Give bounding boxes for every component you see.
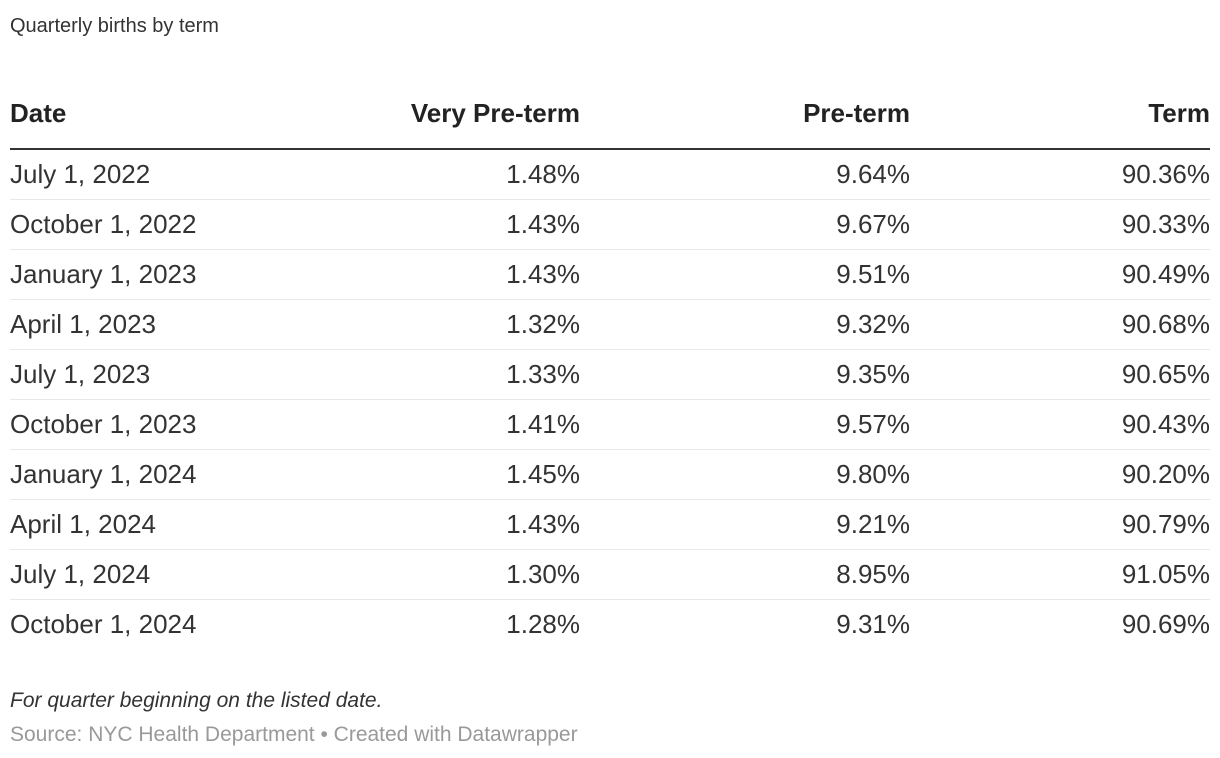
value-cell: 9.64% — [580, 149, 910, 200]
date-cell: April 1, 2023 — [10, 299, 250, 350]
date-cell: July 1, 2023 — [10, 349, 250, 400]
date-cell: July 1, 2024 — [10, 549, 250, 600]
date-cell: July 1, 2022 — [10, 149, 250, 200]
table-row: July 1, 2023 1.33% 9.35% 90.65% — [10, 349, 1210, 400]
table-row: October 1, 2022 1.43% 9.67% 90.33% — [10, 199, 1210, 250]
table-header: Date Very Pre-term Pre-term Term — [10, 98, 1210, 150]
table-header-row: Date Very Pre-term Pre-term Term — [10, 98, 1210, 150]
date-cell: October 1, 2022 — [10, 199, 250, 250]
value-cell: 9.35% — [580, 349, 910, 400]
value-cell: 9.31% — [836, 609, 910, 639]
table-row: July 1, 2022 1.48% 9.64% 90.36% — [10, 149, 1210, 200]
value-cell: 90.33% — [910, 199, 1210, 250]
value-cell: 1.32% — [250, 299, 580, 350]
source-line: Source: NYC Health Department • Created … — [10, 723, 578, 746]
value-cell: 90.43% — [910, 399, 1210, 450]
column-header-very-preterm: Very Pre-term — [250, 98, 580, 150]
date-cell: April 1, 2024 — [10, 499, 250, 550]
table-row: April 1, 2024 1.43% 9.21% 90.79% — [10, 499, 1210, 550]
value-cell: 90.69% — [1121, 609, 1210, 639]
value-cell: 1.28% — [506, 609, 580, 639]
value-cell: 1.41% — [250, 399, 580, 450]
table-body: July 1, 2022 1.48% 9.64% 90.36% October 1, 2… — [10, 149, 1210, 649]
value-cell: 9.32% — [580, 299, 910, 350]
value-cell: 9.67% — [580, 199, 910, 250]
value-cell: 8.95% — [580, 549, 910, 600]
value-cell: 90.20% — [910, 449, 1210, 500]
chart-title: Quarterly births by term — [10, 15, 219, 37]
value-cell: 9.21% — [580, 499, 910, 550]
table-row: October 1, 2024 1.28% 9.31% 90.69% — [10, 600, 1210, 650]
table-row: January 1, 2023 1.43% 9.51% 90.49% — [10, 249, 1210, 300]
value-cell: 9.51% — [580, 249, 910, 300]
value-cell: 90.49% — [910, 249, 1210, 300]
value-cell: 1.33% — [250, 349, 580, 400]
column-header-term: Term — [910, 98, 1210, 150]
date-cell: October 1, 2024 — [10, 609, 197, 639]
value-cell: 1.43% — [250, 199, 580, 250]
table-footnote: For quarter beginning on the listed date… — [10, 689, 383, 712]
value-cell: 1.30% — [250, 549, 580, 600]
value-cell: 9.57% — [580, 399, 910, 450]
value-cell: 1.48% — [250, 149, 580, 200]
value-cell: 9.80% — [580, 449, 910, 500]
value-cell: 1.45% — [250, 449, 580, 500]
value-cell: 90.36% — [910, 149, 1210, 200]
column-header-preterm: Pre-term — [580, 98, 910, 150]
value-cell: 90.65% — [910, 349, 1210, 400]
value-cell: 90.79% — [910, 499, 1210, 550]
births-by-term-table: Date Very Pre-term Pre-term Term July 1,… — [10, 98, 1210, 649]
value-cell: 1.43% — [250, 499, 580, 550]
table-row: April 1, 2023 1.32% 9.32% 90.68% — [10, 299, 1210, 350]
column-header-date: Date — [10, 98, 250, 150]
date-cell: October 1, 2023 — [10, 399, 250, 450]
value-cell: 91.05% — [910, 549, 1210, 600]
date-cell: January 1, 2024 — [10, 449, 250, 500]
table-row: October 1, 2023 1.41% 9.57% 90.43% — [10, 399, 1210, 450]
value-cell: 1.43% — [250, 249, 580, 300]
table-row: January 1, 2024 1.45% 9.80% 90.20% — [10, 449, 1210, 500]
table-row: July 1, 2024 1.30% 8.95% 91.05% — [10, 549, 1210, 600]
value-cell: 90.68% — [910, 299, 1210, 350]
date-cell: January 1, 2023 — [10, 249, 250, 300]
